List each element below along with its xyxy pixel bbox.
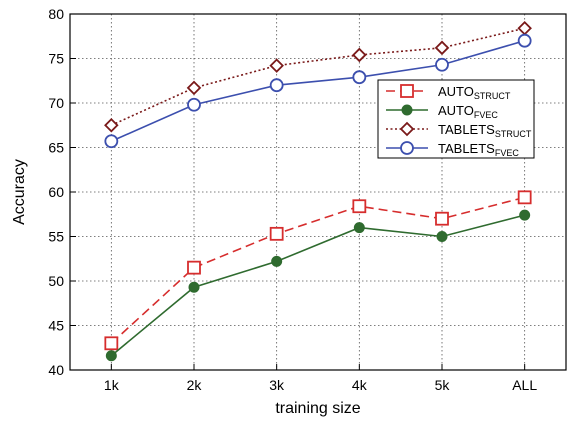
legend-item: TABLETSSTRUCT — [386, 121, 532, 139]
legend-item: TABLETSFVEC — [386, 141, 519, 158]
x-tick-label: 3k — [269, 377, 285, 393]
series-line — [110, 214, 525, 357]
x-axis-label: training size — [275, 400, 360, 417]
series-line — [110, 196, 525, 344]
legend: AUTOSTRUCT AUTOFVEC TABLETSSTRUCT TABLETSFV… — [377, 79, 535, 159]
data-point — [104, 134, 119, 149]
data-point — [269, 78, 284, 93]
data-point — [269, 58, 284, 73]
data-point — [187, 260, 201, 275]
legend-label: AUTOFVEC — [438, 103, 498, 120]
legend-marker — [400, 141, 414, 155]
data-point — [188, 281, 200, 293]
series-line — [111, 39, 525, 143]
y-tick-label: 40 — [48, 362, 64, 378]
y-tick-label: 70 — [48, 95, 64, 111]
y-tick-label: 80 — [48, 6, 64, 22]
data-point — [435, 211, 449, 226]
series-3 — [104, 33, 532, 149]
legend-marker — [401, 104, 413, 116]
data-point — [353, 222, 365, 234]
y-tick-label: 60 — [48, 184, 64, 200]
data-point — [187, 97, 201, 112]
y-tick-label: 55 — [48, 229, 64, 245]
y-tick-label: 45 — [48, 318, 64, 334]
legend-item: AUTOFVEC — [386, 103, 498, 120]
x-tick-label: 2k — [187, 377, 203, 393]
legend-marker — [399, 121, 415, 137]
series-0 — [104, 190, 532, 351]
legend-label: AUTOSTRUCT — [438, 84, 511, 101]
data-point — [352, 70, 367, 85]
ticks: 40 45 50 55 60 65 70 75 80 1k 2k 3k 4k 5k ALL — [48, 6, 537, 393]
x-tick-label: 1k — [104, 377, 120, 393]
data-point — [352, 199, 367, 214]
y-tick-label: 65 — [48, 140, 64, 156]
y-tick-label: 75 — [48, 51, 64, 67]
data-point — [517, 33, 532, 48]
legend-item: AUTOSTRUCT — [386, 84, 511, 101]
legend-label: TABLETSFVEC — [438, 141, 519, 158]
data-point — [436, 231, 448, 242]
series-line — [111, 27, 525, 126]
data-point — [104, 336, 119, 351]
data-point — [517, 190, 532, 205]
data-point — [105, 350, 117, 362]
x-tick-label: 4k — [352, 377, 368, 393]
series-layer — [104, 20, 532, 362]
x-tick-label: ALL — [512, 377, 537, 393]
data-point — [519, 209, 531, 221]
data-point — [434, 40, 450, 56]
data-point — [104, 117, 119, 133]
data-point — [186, 80, 202, 96]
y-tick-label: 50 — [48, 273, 64, 289]
data-point — [269, 226, 284, 241]
data-point — [352, 47, 367, 63]
x-tick-label: 5k — [435, 377, 451, 393]
data-point — [271, 255, 283, 267]
legend-label: TABLETSSTRUCT — [438, 122, 532, 139]
legend-marker — [400, 84, 414, 98]
series-2 — [104, 20, 532, 133]
y-axis-label: Accuracy — [11, 159, 28, 225]
series-1 — [105, 209, 531, 362]
data-point — [435, 57, 449, 72]
